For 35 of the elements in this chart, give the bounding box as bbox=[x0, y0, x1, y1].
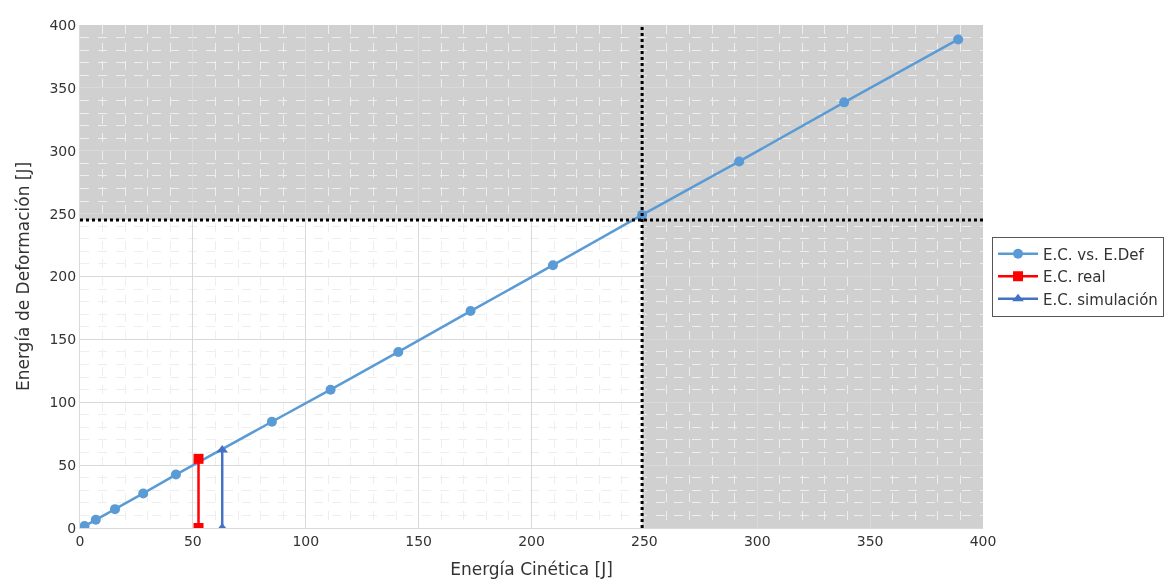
x-tick-label: 50 bbox=[183, 532, 202, 549]
y-tick-label: 250 bbox=[49, 205, 77, 222]
point bbox=[953, 34, 964, 45]
y-axis-title: Energía de Deformación [J] bbox=[13, 161, 34, 392]
y-tick-label: 200 bbox=[49, 268, 77, 285]
point bbox=[170, 469, 181, 480]
x-tick-label: 150 bbox=[405, 532, 432, 549]
point bbox=[839, 97, 850, 108]
legend-label: E.C. simulación bbox=[1043, 290, 1158, 309]
point bbox=[325, 384, 336, 395]
point bbox=[109, 504, 120, 515]
y-tick-label: 350 bbox=[49, 79, 77, 96]
x-tick-label: 200 bbox=[518, 532, 545, 549]
point bbox=[266, 416, 277, 427]
point bbox=[393, 346, 404, 357]
point bbox=[547, 260, 558, 271]
y-tick-label: 0 bbox=[67, 519, 77, 536]
point bbox=[90, 514, 101, 525]
x-tick-label: 350 bbox=[856, 532, 884, 549]
point bbox=[193, 453, 204, 464]
point bbox=[465, 306, 476, 317]
x-tick-label: 300 bbox=[743, 532, 771, 549]
x-axis-title: Energía Cinética [J] bbox=[450, 559, 613, 580]
x-tick-label: 250 bbox=[631, 532, 658, 549]
point bbox=[734, 156, 745, 167]
y-tick-label: 100 bbox=[49, 394, 77, 411]
x-tick-label: 400 bbox=[969, 532, 997, 549]
legend-label: E.C. real bbox=[1043, 268, 1106, 287]
y-tick-label: 300 bbox=[49, 142, 77, 159]
y-tick-label: 50 bbox=[58, 457, 77, 474]
y-tick-label: 400 bbox=[49, 16, 77, 33]
legend-label: E.C. vs. E.Def bbox=[1043, 245, 1145, 264]
point bbox=[138, 488, 149, 499]
y-tick-label: 150 bbox=[49, 331, 77, 348]
x-tick-label: 100 bbox=[292, 532, 320, 549]
